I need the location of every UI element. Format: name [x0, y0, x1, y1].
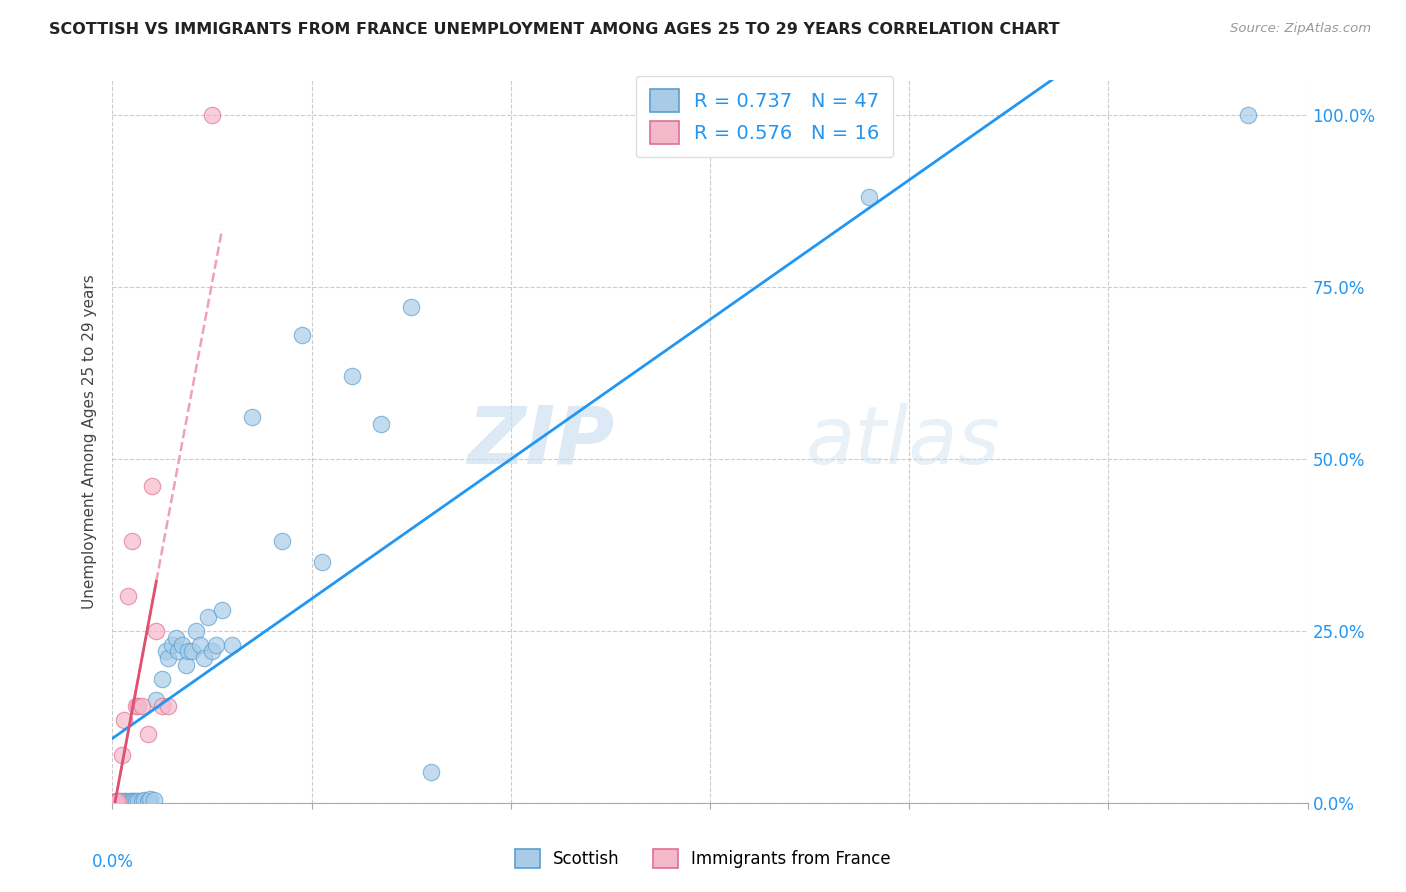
Point: [141, 479, 163, 493]
Point: [107, 795, 129, 809]
Legend: R = 0.737   N = 47, R = 0.576   N = 16: R = 0.737 N = 47, R = 0.576 N = 16: [636, 76, 893, 157]
Point: [311, 555, 333, 569]
Point: [120, 794, 142, 808]
Point: [401, 301, 423, 315]
Point: [165, 631, 187, 645]
Point: [110, 794, 132, 808]
Text: Source: ZipAtlas.com: Source: ZipAtlas.com: [1230, 22, 1371, 36]
Point: [121, 534, 143, 549]
Point: [270, 534, 292, 549]
Point: [181, 644, 204, 658]
Point: [107, 794, 129, 808]
Point: [858, 190, 880, 204]
Point: [291, 327, 314, 342]
Point: [134, 793, 156, 807]
Point: [1237, 108, 1260, 122]
Legend: Scottish, Immigrants from France: Scottish, Immigrants from France: [508, 843, 898, 875]
Point: [117, 795, 139, 809]
Point: [188, 638, 211, 652]
Point: [105, 795, 128, 809]
Point: [193, 651, 215, 665]
Point: [150, 699, 173, 714]
Point: [115, 794, 138, 808]
Point: [127, 699, 149, 714]
Point: [124, 794, 146, 808]
Point: [186, 624, 208, 638]
Point: [114, 794, 135, 808]
Point: [145, 692, 167, 706]
Point: [205, 638, 228, 652]
Point: [121, 794, 143, 808]
Point: [145, 624, 167, 638]
Point: [172, 638, 194, 652]
Text: ZIP: ZIP: [467, 402, 614, 481]
Point: [138, 794, 160, 808]
Point: [201, 108, 224, 122]
Point: [111, 747, 134, 762]
Point: [127, 794, 149, 808]
Point: [111, 795, 134, 809]
Point: [131, 794, 153, 808]
Point: [197, 610, 219, 624]
Point: [221, 638, 243, 652]
Point: [370, 417, 392, 432]
Point: [157, 699, 180, 714]
Point: [105, 794, 128, 808]
Point: [201, 644, 224, 658]
Point: [117, 590, 139, 604]
Y-axis label: Unemployment Among Ages 25 to 29 years: Unemployment Among Ages 25 to 29 years: [82, 274, 97, 609]
Point: [103, 795, 125, 809]
Point: [211, 603, 233, 617]
Text: atlas: atlas: [806, 402, 1001, 481]
Point: [125, 794, 148, 808]
Point: [103, 795, 125, 809]
Point: [167, 644, 190, 658]
Point: [150, 672, 173, 686]
Point: [157, 651, 180, 665]
Text: SCOTTISH VS IMMIGRANTS FROM FRANCE UNEMPLOYMENT AMONG AGES 25 TO 29 YEARS CORREL: SCOTTISH VS IMMIGRANTS FROM FRANCE UNEMP…: [49, 22, 1060, 37]
Point: [155, 644, 177, 658]
Point: [177, 644, 200, 658]
Point: [114, 713, 135, 727]
Point: [162, 638, 183, 652]
Point: [131, 699, 153, 714]
Point: [125, 699, 148, 714]
Point: [340, 369, 363, 384]
Point: [174, 658, 197, 673]
Point: [420, 764, 443, 779]
Point: [240, 410, 263, 425]
Text: 0.0%: 0.0%: [91, 854, 134, 871]
Point: [143, 793, 166, 807]
Point: [138, 727, 160, 741]
Point: [139, 792, 162, 806]
